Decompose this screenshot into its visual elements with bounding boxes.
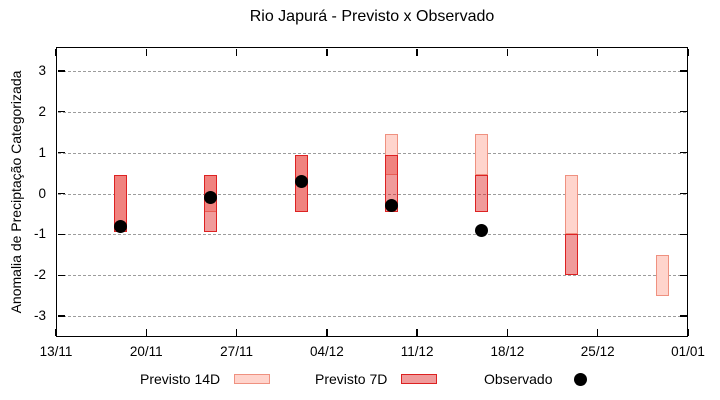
legend-label-previsto-7d: Previsto 7D: [315, 371, 388, 387]
x-tick-label-13-11: 13/11: [39, 344, 73, 359]
x-tick-bottom: [235, 328, 238, 336]
x-tick-top: [687, 48, 689, 56]
x-tick-bottom: [326, 328, 328, 336]
y-tick-right: [679, 110, 687, 113]
gridline-y--3: [58, 316, 686, 318]
gridline-y-0: [58, 193, 686, 195]
bar-previsto14-09-12: [384, 134, 398, 176]
x-tick-label-04-12: 04/12: [309, 344, 344, 359]
x-tick-top: [326, 48, 328, 56]
y-tick-right: [679, 233, 687, 236]
x-tick-label-01-01: 01/01: [671, 344, 705, 359]
y-tick-left: [57, 110, 65, 113]
y-tick-label--2: -2: [33, 267, 46, 283]
y-tick-label-0: 0: [38, 185, 46, 201]
x-tick-label-11-12: 11/12: [400, 344, 434, 359]
legend-label-previsto-14d: Previsto 14D: [140, 371, 221, 387]
y-tick-label--3: -3: [33, 308, 46, 324]
y-tick-left: [57, 315, 65, 317]
x-tick-label-25-12: 25/12: [580, 344, 615, 359]
x-tick-top: [506, 48, 509, 56]
legend-item-previsto-14d: Previsto 14D: [140, 371, 271, 387]
observado-dot-16-12: [475, 223, 489, 237]
observado-dot-02-12: [294, 174, 308, 188]
legend-item-observado: Observado: [484, 371, 588, 387]
x-tick-bottom: [506, 328, 509, 336]
y-tick-label--1: -1: [33, 226, 46, 242]
bar-previsto7-23-12: [565, 234, 579, 276]
y-tick-label-3: 3: [38, 62, 46, 78]
x-tick-top: [235, 48, 238, 56]
chart-title: Rio Japurá - Previsto x Observado: [249, 8, 495, 25]
y-tick-left: [57, 233, 65, 236]
gridline-y-3: [58, 70, 686, 72]
y-tick-right: [679, 192, 687, 195]
observado-dot-25-11: [204, 191, 218, 205]
previsto-7d-swatch: [401, 374, 438, 384]
x-tick-bottom: [145, 328, 148, 336]
y-tick-left: [57, 70, 65, 72]
x-tick-bottom: [596, 328, 599, 336]
previsto-14d-swatch: [234, 374, 271, 384]
x-tick-top: [145, 48, 148, 56]
gridline-y--1: [58, 234, 686, 236]
x-tick-top: [596, 48, 599, 56]
bar-previsto14-23-12: [565, 175, 579, 235]
y-tick-label-2: 2: [38, 103, 46, 119]
x-tick-label-27-11: 27/11: [220, 344, 253, 359]
bar-previsto7-16-12: [475, 175, 489, 212]
y-tick-right: [679, 315, 687, 317]
x-tick-top: [416, 48, 418, 56]
observado-dot-18-11: [113, 219, 127, 233]
y-tick-right: [679, 274, 687, 277]
gridline-y-1: [58, 152, 686, 154]
y-tick-left: [57, 274, 65, 277]
observado-dot-09-12: [384, 199, 398, 213]
legend-label-observado: Observado: [484, 371, 553, 387]
y-tick-left: [57, 151, 65, 154]
legend-item-previsto-7d: Previsto 7D: [315, 371, 438, 387]
y-tick-label-1: 1: [38, 144, 46, 160]
bar-previsto14-30-12: [655, 254, 669, 296]
y-tick-right: [679, 151, 687, 154]
observado-dot-swatch: [574, 372, 588, 386]
y-tick-left: [57, 192, 65, 195]
x-tick-label-18-12: 18/12: [490, 344, 525, 359]
x-tick-bottom: [687, 328, 689, 336]
x-tick-label-20-11: 20/11: [129, 344, 163, 359]
gridline-y-2: [58, 111, 686, 113]
x-tick-bottom: [416, 328, 418, 336]
gridline-y--2: [58, 275, 686, 277]
bar-previsto14-16-12: [475, 134, 489, 176]
plot-frame: [56, 47, 688, 337]
y-tick-right: [679, 70, 687, 72]
